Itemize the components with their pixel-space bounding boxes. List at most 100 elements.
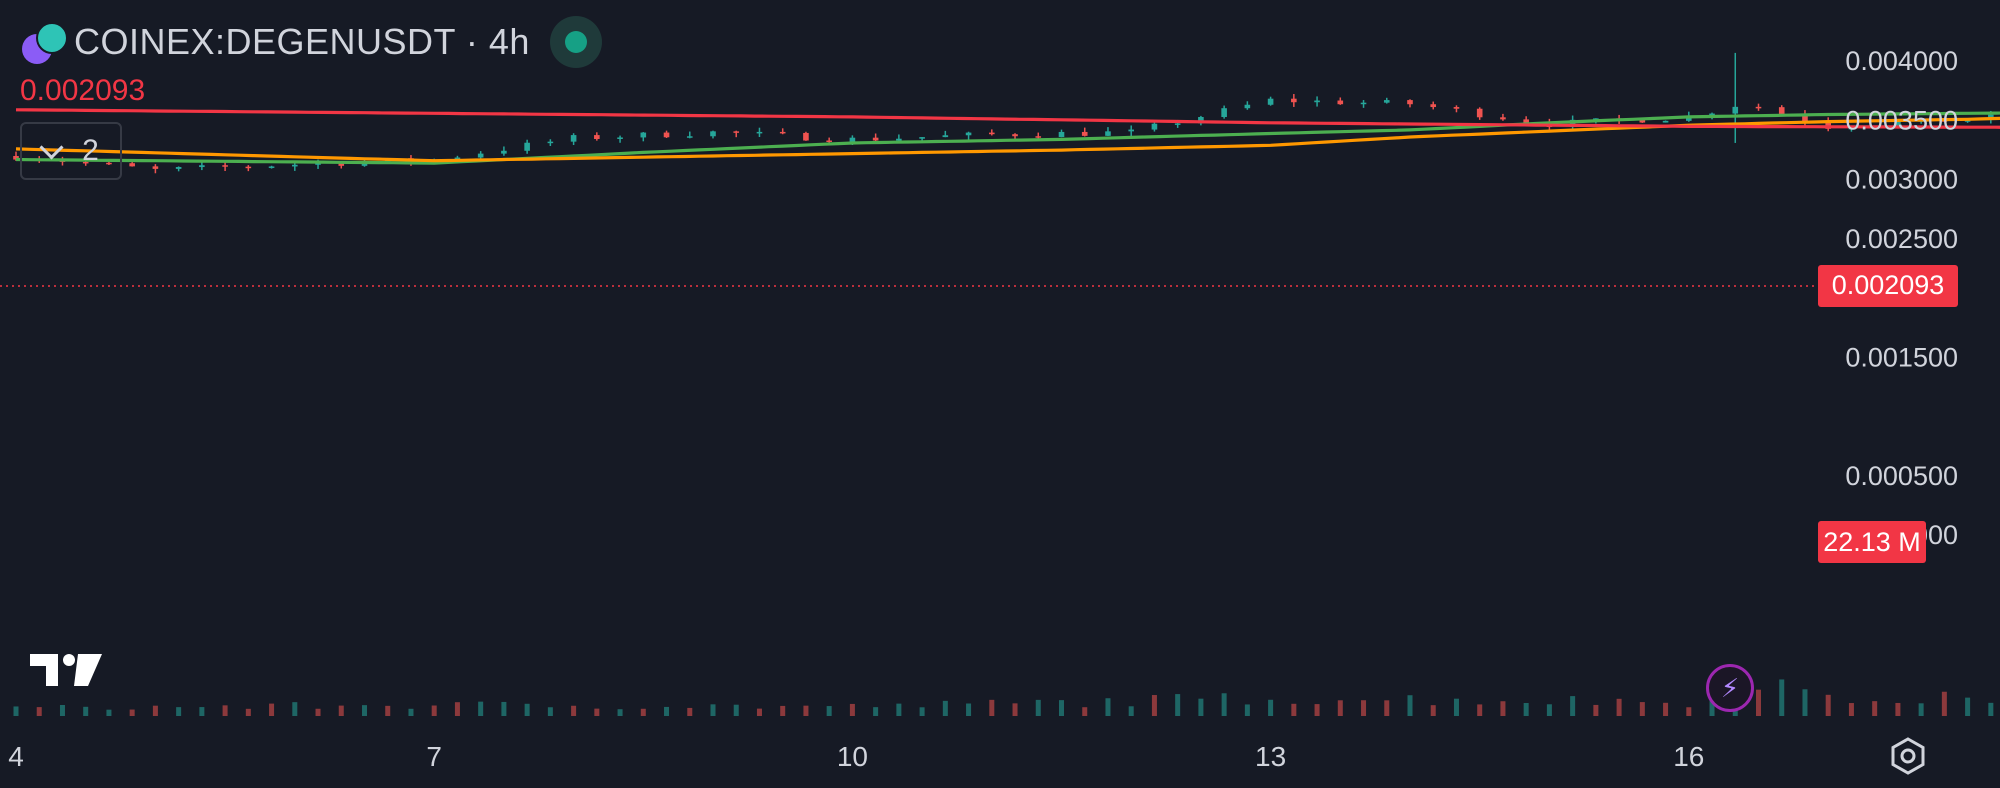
candle bbox=[1802, 110, 1808, 127]
moving-averages bbox=[15, 108, 2000, 165]
volume-bar bbox=[1268, 699, 1274, 716]
volume-bar bbox=[1802, 689, 1808, 716]
candle-body bbox=[1453, 107, 1460, 109]
candle bbox=[989, 129, 995, 136]
candle-body bbox=[1035, 136, 1042, 138]
volume-bar bbox=[1616, 698, 1622, 716]
time-axis[interactable]: 4710131619222528Oct4710 bbox=[8, 741, 2000, 772]
candle bbox=[1314, 96, 1320, 107]
candle bbox=[1755, 103, 1762, 111]
volume-bar bbox=[849, 703, 855, 716]
volume-bar bbox=[710, 704, 716, 716]
volume-bar bbox=[245, 708, 251, 716]
volume-bar bbox=[1988, 702, 1994, 716]
candle-body bbox=[1848, 127, 1855, 130]
volume-bar bbox=[1453, 698, 1459, 716]
volume-bar bbox=[292, 702, 298, 716]
volume-bar bbox=[1244, 704, 1250, 716]
candles bbox=[13, 52, 1994, 174]
candle-body bbox=[338, 163, 345, 166]
volume-bar bbox=[269, 703, 275, 716]
volume-bar bbox=[1756, 689, 1761, 716]
symbol-title[interactable]: COINEX:DEGENUSDT · 4h bbox=[74, 21, 530, 62]
candle bbox=[175, 166, 182, 172]
candle-body bbox=[1383, 100, 1390, 103]
candle-body bbox=[1569, 119, 1576, 128]
candle bbox=[245, 165, 252, 172]
volume-bar bbox=[919, 707, 925, 716]
candle bbox=[617, 135, 623, 143]
candle-body bbox=[1709, 113, 1715, 117]
volume-bar bbox=[222, 705, 228, 716]
volume-bar bbox=[1151, 695, 1157, 716]
candle bbox=[524, 139, 530, 154]
volume-bar bbox=[1825, 694, 1831, 716]
volume-bar bbox=[1872, 701, 1878, 716]
volume-bar bbox=[1965, 697, 1971, 716]
candle-body bbox=[1593, 118, 1599, 120]
candle-body bbox=[129, 163, 135, 167]
candle bbox=[756, 127, 763, 138]
volume-bar bbox=[338, 705, 344, 716]
volume-bar bbox=[1175, 694, 1181, 716]
volume-bar bbox=[454, 702, 460, 716]
volume-bar bbox=[826, 706, 832, 716]
candle bbox=[106, 161, 112, 165]
candle-body bbox=[1267, 98, 1274, 105]
candle-body bbox=[1732, 106, 1739, 114]
time-tick-label: 16 bbox=[1673, 741, 1704, 772]
candle-body bbox=[222, 165, 228, 167]
candle-body bbox=[315, 163, 321, 165]
candle-body bbox=[1802, 113, 1808, 122]
gear-icon[interactable] bbox=[1888, 736, 1928, 776]
degen-hat-icon bbox=[20, 20, 68, 64]
tradingview-logo-icon[interactable] bbox=[28, 650, 104, 690]
volume-bar bbox=[408, 708, 414, 716]
candle-body bbox=[617, 137, 623, 139]
indicators-collapse-button[interactable]: 2 bbox=[20, 122, 122, 180]
volume-bar bbox=[36, 707, 42, 716]
volume-bar bbox=[1198, 698, 1204, 716]
market-open-icon[interactable] bbox=[549, 16, 602, 68]
volume-bar bbox=[1663, 702, 1669, 716]
volume-bar bbox=[640, 708, 646, 716]
candle-body bbox=[1407, 100, 1413, 105]
volume-bar bbox=[1012, 703, 1018, 716]
volume-bar bbox=[1059, 700, 1064, 716]
volume-bar bbox=[1570, 696, 1576, 716]
candle-body bbox=[640, 132, 647, 138]
volume-bar bbox=[1500, 701, 1506, 716]
indicator-count: 2 bbox=[82, 134, 99, 167]
volume-bar bbox=[594, 708, 600, 716]
candle-body bbox=[175, 167, 182, 169]
symbol-header[interactable]: COINEX:DEGENUSDT · 4h bbox=[20, 16, 602, 68]
candle bbox=[1267, 96, 1274, 106]
volume-bar bbox=[547, 707, 553, 716]
candle-body bbox=[570, 135, 577, 142]
candle-body bbox=[477, 153, 484, 158]
candle bbox=[1128, 125, 1134, 137]
candle bbox=[663, 130, 670, 138]
volume-bar bbox=[780, 705, 786, 716]
candle-body bbox=[1895, 121, 1901, 127]
volume-bar bbox=[1361, 700, 1367, 716]
candle-body bbox=[1523, 119, 1529, 123]
candle-body bbox=[1174, 123, 1181, 125]
candle bbox=[710, 130, 716, 139]
last-price-tag: 0.002093 bbox=[1818, 264, 1958, 307]
candle-body bbox=[199, 165, 205, 168]
volume-bar bbox=[13, 706, 19, 716]
candle-body bbox=[1360, 102, 1367, 105]
volume-bar bbox=[83, 706, 89, 716]
price-tick-label: 0.003500 bbox=[1845, 105, 1958, 135]
candle bbox=[1383, 97, 1390, 104]
candle-body bbox=[245, 166, 252, 169]
lightning-icon[interactable]: ⚡ bbox=[1706, 664, 1754, 712]
volume-bar bbox=[966, 703, 972, 716]
volume-bar bbox=[1291, 703, 1297, 716]
price-tick-label: 0.001500 bbox=[1845, 342, 1958, 372]
candle-body bbox=[1430, 104, 1437, 108]
candle-body bbox=[896, 138, 902, 141]
candle-body bbox=[1778, 107, 1785, 114]
